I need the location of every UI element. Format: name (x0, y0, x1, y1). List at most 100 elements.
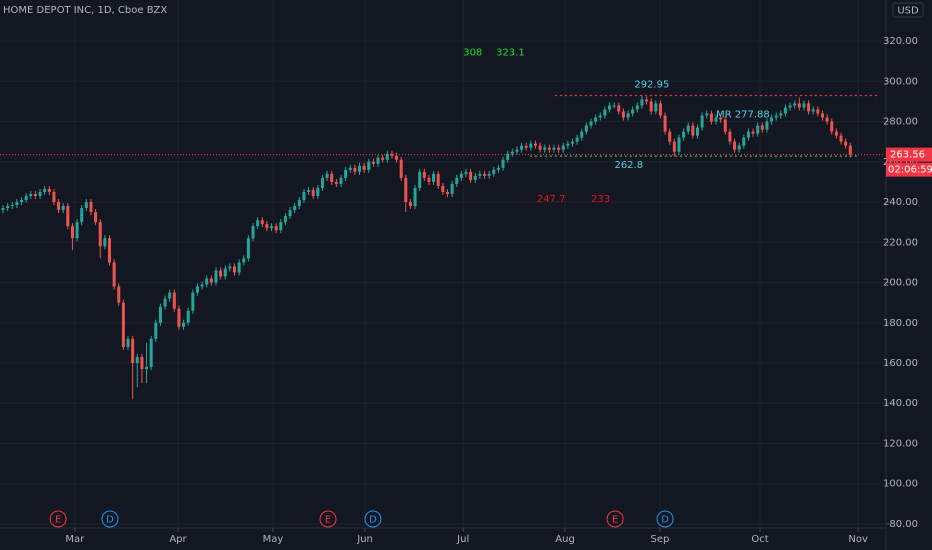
candle-body (390, 153, 394, 156)
candle-body (89, 202, 93, 213)
candle-body (418, 171, 422, 188)
candle-body (825, 117, 829, 122)
candle-body (733, 141, 737, 150)
candle-body (459, 173, 463, 178)
event-marker[interactable] (319, 510, 337, 528)
y-tick-label: 320.00 (883, 36, 918, 47)
x-tick-label: Apr (169, 534, 187, 545)
price-badge (886, 147, 932, 162)
event-marker[interactable] (49, 510, 67, 528)
price-axis (886, 0, 932, 550)
candle-body (103, 238, 107, 247)
candle-body (70, 226, 74, 239)
candle-body (131, 338, 135, 363)
event-label[interactable]: E (55, 515, 61, 526)
grid (0, 0, 885, 528)
candle-body (98, 222, 102, 247)
currency-box[interactable] (892, 2, 924, 18)
candle-body (154, 322, 158, 339)
event-marker[interactable] (656, 510, 674, 528)
event-marker[interactable] (364, 510, 382, 528)
candle-body (783, 107, 787, 114)
candle-body (399, 159, 403, 178)
candle-body (677, 137, 681, 152)
candle-body (663, 115, 667, 132)
candle-body (510, 151, 514, 154)
candle-body (29, 193, 33, 196)
candle-body (797, 103, 801, 108)
candle-body (362, 165, 366, 170)
candle-body (506, 153, 510, 160)
event-label[interactable]: D (661, 515, 669, 526)
price-badge-label: 263.56 (890, 150, 925, 161)
candle-body (672, 141, 676, 152)
candle-body (339, 177, 343, 184)
candle-body (371, 161, 375, 164)
candle-body (640, 99, 644, 106)
annotation: 323.1 (496, 47, 525, 58)
y-tick-label: 180.00 (883, 318, 918, 329)
candle-body (848, 145, 852, 155)
y-tick-label: 100.00 (883, 479, 918, 490)
candle-body (24, 195, 28, 201)
candle-body (404, 177, 408, 203)
candle-body (520, 145, 524, 150)
annotation: 308 (463, 47, 482, 58)
candle-body (561, 145, 565, 150)
y-tick-label: 80.00 (889, 519, 918, 530)
candle-body (584, 125, 588, 132)
candle-body (251, 226, 255, 239)
candle-body (168, 292, 172, 299)
candle-body (80, 208, 84, 223)
level-label: 292.95 (634, 79, 669, 90)
candle-body (408, 202, 412, 207)
event-marker[interactable] (101, 510, 119, 528)
candle-body (242, 258, 246, 263)
y-tick-label: 220.00 (883, 237, 918, 248)
candle-body (33, 193, 37, 196)
candle-body (668, 131, 672, 142)
currency[interactable]: USD (897, 6, 919, 17)
candle-body (658, 103, 662, 116)
candle-body (788, 105, 792, 108)
candle-body (223, 268, 227, 277)
candle-body (47, 188, 51, 192)
candle-body (547, 147, 551, 150)
x-tick-label: May (263, 534, 284, 545)
candle-body (760, 125, 764, 130)
x-tick-label: Aug (555, 534, 575, 545)
candle-body (256, 220, 260, 227)
candle-body (705, 113, 709, 116)
candle-body (358, 165, 362, 172)
event-label[interactable]: E (612, 515, 618, 526)
candle-body (524, 145, 528, 148)
candle-body (61, 206, 65, 211)
candle-body (265, 224, 269, 229)
event-label[interactable]: D (369, 515, 377, 526)
candle-body (107, 238, 112, 263)
event-marker[interactable] (606, 510, 624, 528)
candle-body (483, 173, 487, 176)
candle-body (746, 131, 750, 138)
candle-body (700, 115, 704, 128)
candle-body (283, 216, 287, 223)
candle-body (779, 113, 783, 116)
candle-body (807, 103, 811, 112)
x-tick-label: Sep (651, 534, 670, 545)
x-tick-label: Jul (456, 534, 469, 545)
candle-body (432, 173, 436, 182)
candle-body (751, 131, 755, 134)
candle-body (302, 191, 306, 201)
candle-body (686, 125, 690, 132)
candle-body (316, 187, 320, 196)
y-tick-label: 300.00 (883, 76, 918, 87)
candle-body (570, 141, 574, 144)
candle-body (654, 103, 658, 112)
annotation: MR 277.88 (716, 109, 770, 120)
event-label[interactable]: D (106, 515, 114, 526)
candle-body (612, 105, 616, 107)
candle-body (543, 147, 547, 150)
candle-body (756, 125, 760, 134)
event-label[interactable]: E (325, 515, 331, 526)
